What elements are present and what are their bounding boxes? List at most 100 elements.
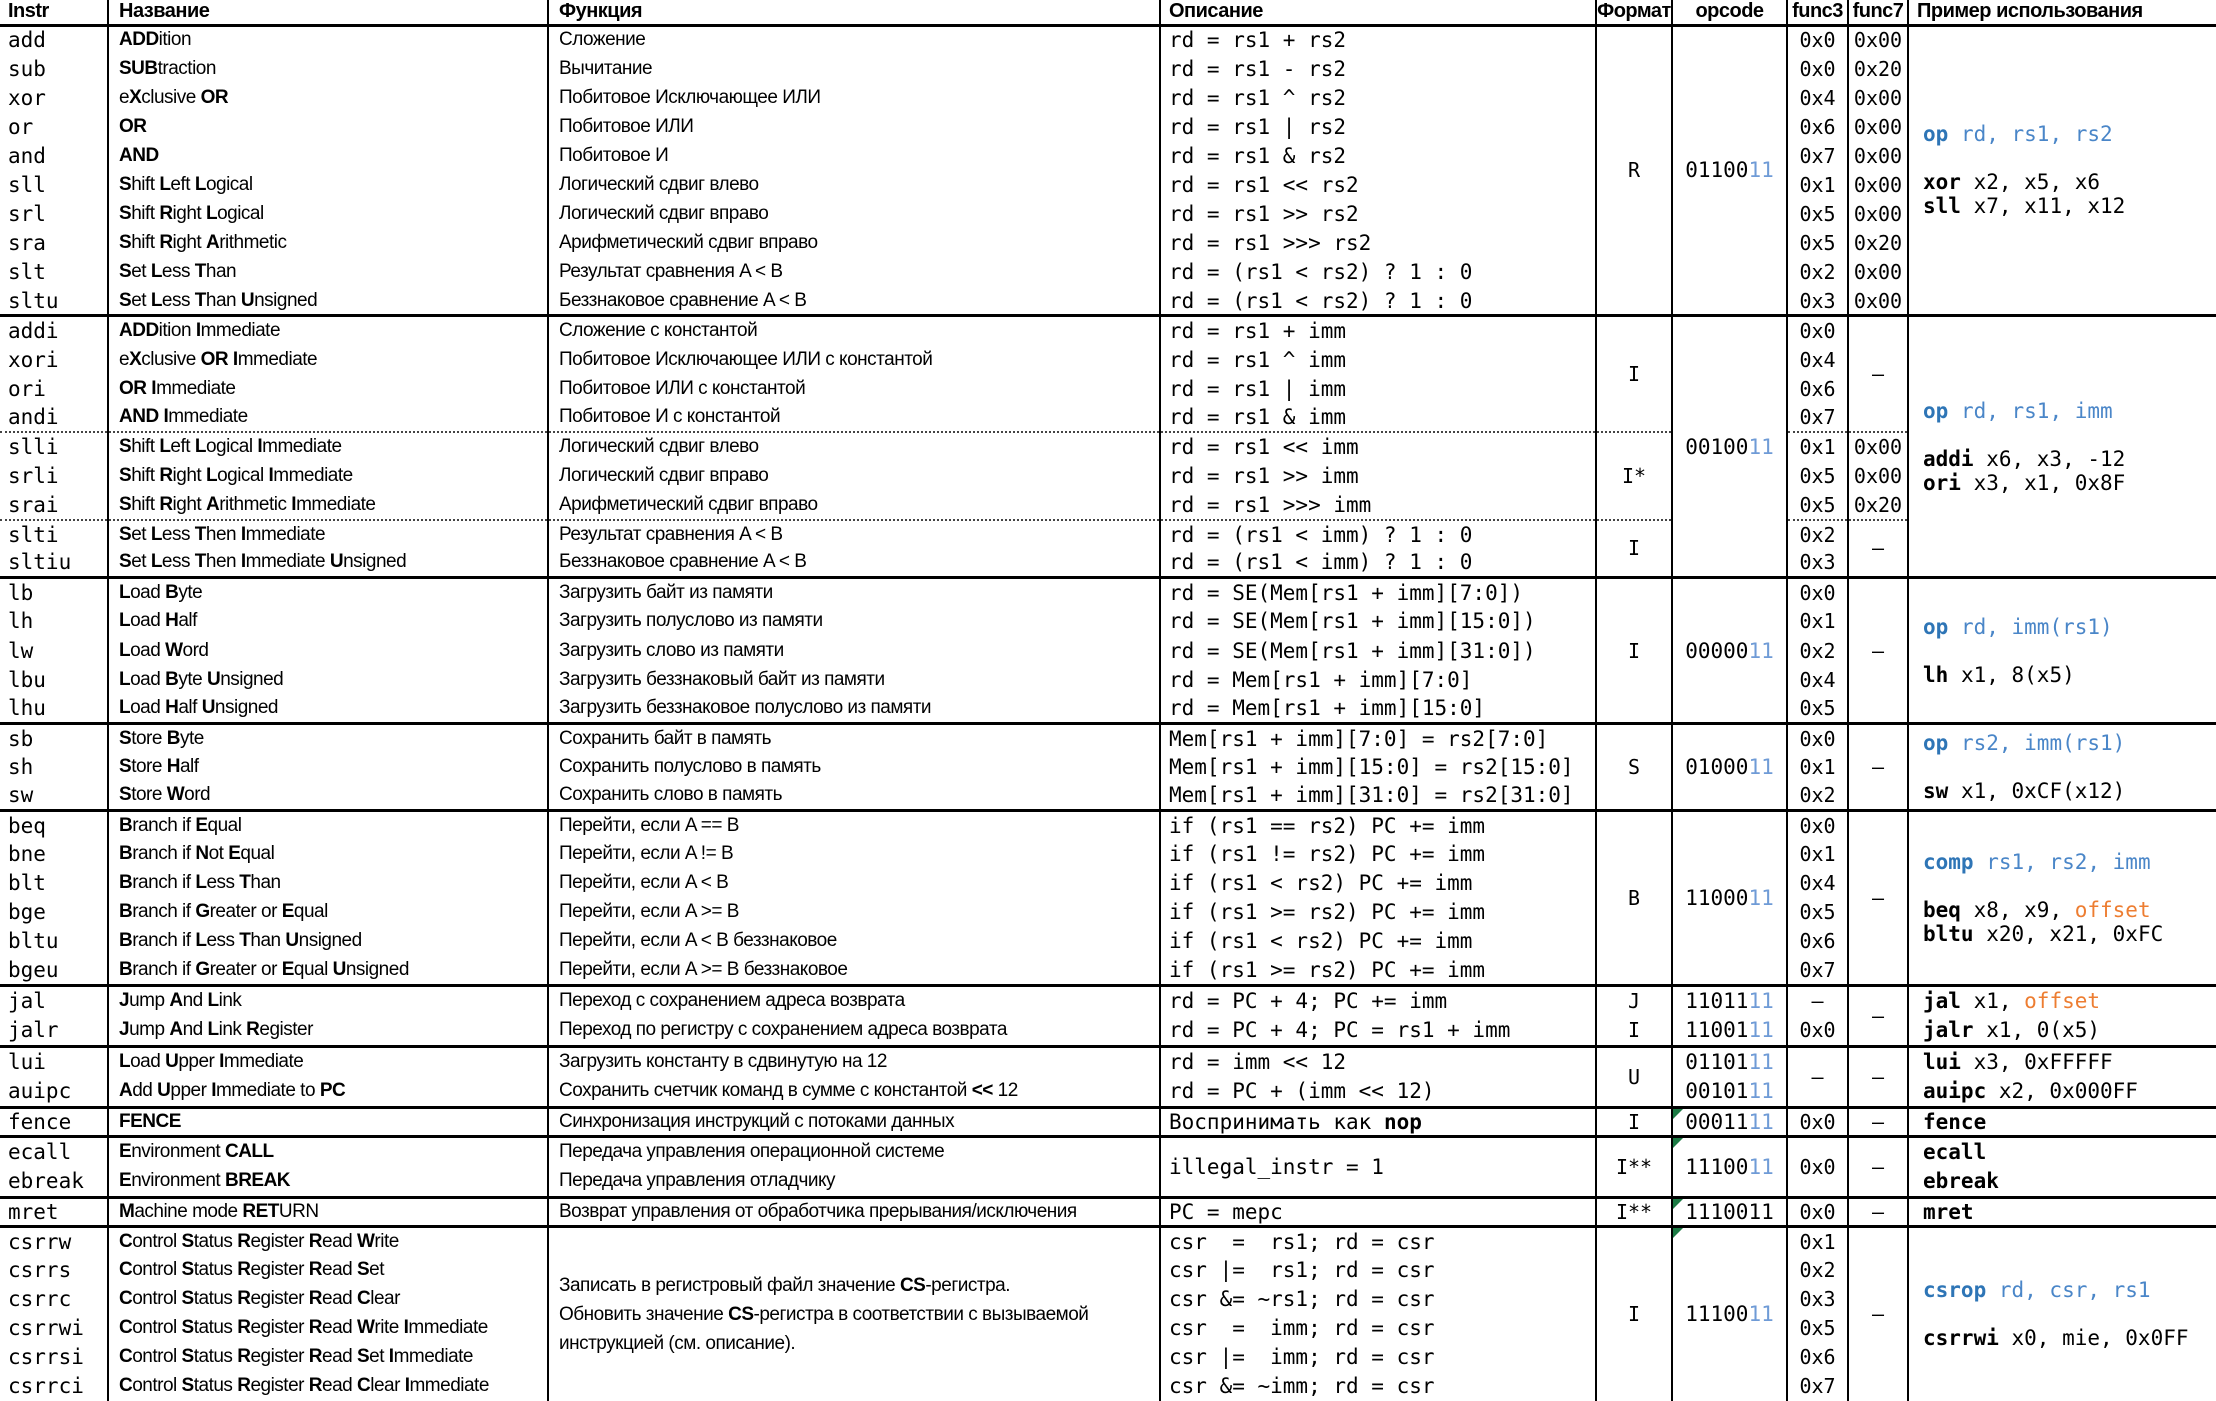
cell-opc: 0001111 — [1671, 1105, 1787, 1137]
cell-instr: lbu — [8, 667, 46, 692]
cell-name: ADDition Immediate — [107, 314, 548, 346]
cell-instr: andi — [8, 405, 59, 430]
cell-func: Сложение — [547, 25, 1160, 55]
cell-name: Shift Right Logical — [107, 199, 548, 229]
col-header-desc: Описание — [1159, 0, 1596, 27]
cell-fmt: I* — [1595, 431, 1672, 520]
cell-desc: rd = rs1 + rs2 — [1159, 25, 1596, 55]
cell-f7: – — [1847, 518, 1908, 578]
cell-func: Арифметический сдвиг вправо — [547, 490, 1160, 520]
cell-note-flag-icon — [1674, 1139, 1683, 1148]
cell-opc: 0000011 — [1671, 576, 1787, 724]
table-row: csrrw Control Status Register Read Write З… — [0, 1224, 2216, 1401]
cell-instr: blt — [8, 871, 46, 896]
table-row: sltiu Set Less Then Immediate Unsigned Без… — [0, 548, 2216, 578]
cell-f3: 0x3 — [1786, 548, 1848, 578]
cell-f7: – — [1847, 314, 1908, 433]
table-row: sub SUBtraction Вычитание rd = rs1 - rs2 0x0… — [0, 54, 2216, 84]
cell-func: Возврат управления от обработчика прерыв… — [547, 1195, 1160, 1227]
cell-fmt: B — [1595, 809, 1672, 986]
cell-f3: 0x5 — [1786, 897, 1848, 927]
cell-ex: jal x1, offset jalr x1, 0(x5) — [1907, 983, 2216, 1047]
cell-f7: – — [1847, 1224, 1908, 1401]
cell-func: Вычитание — [547, 54, 1160, 84]
cell-f3: 0x0 — [1786, 54, 1848, 84]
cell-instr: bltu — [8, 929, 59, 954]
cell-func: Синхронизация инструкций с потоками данн… — [547, 1105, 1160, 1137]
cell-f3: 0x5 — [1786, 461, 1848, 491]
table-row: sw Store Word Сохранить слово в память Mem[… — [0, 781, 2216, 811]
cell-desc: rd = SE(Mem[rs1 + imm][7:0]) — [1159, 576, 1596, 607]
table-row: sra Shift Right Arithmetic Арифметический … — [0, 228, 2216, 258]
table-row: sltu Set Less Than Unsigned Беззнаковое ср… — [0, 286, 2216, 316]
cell-desc: rd = SE(Mem[rs1 + imm][31:0]) — [1159, 635, 1596, 666]
cell-instr: csrrs — [8, 1257, 72, 1282]
table-row: slli Shift Left Logical Immediate Логическ… — [0, 431, 2216, 520]
cell-f7: 0x00 — [1847, 199, 1908, 229]
cell-ex: op rd, rs1, rs2 xor x2, x5, x6 sll x7, x1… — [1907, 25, 2216, 316]
cell-func: Арифметический сдвиг вправо — [547, 228, 1160, 258]
cell-opc: 1100111 — [1671, 1015, 1787, 1047]
table-row: bgeu Branch if Greater or Equal Unsigned П… — [0, 956, 2216, 986]
cell-desc: csr &= ~rs1; rd = csr — [1159, 1284, 1596, 1314]
cell-name: Store Byte — [107, 721, 548, 753]
cell-func: Переход по регистру с сохранением адреса… — [547, 1015, 1160, 1047]
table-row: ecall Environment CALL Передача управления… — [0, 1134, 2216, 1198]
table-row: srl Shift Right Logical Логический сдвиг в… — [0, 199, 2216, 229]
cell-name: Branch if Greater or Equal — [107, 897, 548, 927]
cell-f3: 0x5 — [1786, 199, 1848, 229]
cell-name: Control Status Register Read Clear Immed… — [107, 1371, 548, 1401]
table-row: csrrs Control Status Register Read Set csr… — [0, 1255, 2216, 1285]
cell-f3: 0x2 — [1786, 781, 1848, 811]
cell-opc: 0110011 — [1671, 25, 1787, 316]
table-row: sb Store Byte Сохранить байт в память Mem[r… — [0, 721, 2216, 811]
cell-name: eXclusive OR Immediate — [107, 345, 548, 375]
cell-instr: ebreak — [8, 1169, 84, 1194]
cell-name: Load Byte — [107, 576, 548, 607]
cell-ex: lui x3, 0xFFFFF auipc x2, 0x000FF — [1907, 1044, 2216, 1108]
table-row: bltu Branch if Less Than Unsigned Перейти,… — [0, 926, 2216, 956]
cell-name: Load Half Unsigned — [107, 694, 548, 724]
cell-instr: lui — [0, 1044, 108, 1077]
cell-func: Переход с сохранением адреса возврата — [547, 983, 1160, 1016]
cell-name: Control Status Register Read Write Immed… — [107, 1313, 548, 1343]
cell-instr: and — [8, 143, 46, 168]
cell-name: Set Less Than — [107, 257, 548, 287]
col-header-func3: func3 — [1786, 0, 1848, 27]
cell-f3: 0x4 — [1786, 665, 1848, 695]
table-row: ori OR Immediate Побитовое ИЛИ с константо… — [0, 374, 2216, 404]
cell-func: Сохранить полуслово в память — [547, 752, 1160, 782]
cell-name: Shift Right Arithmetic — [107, 228, 548, 258]
table-row: csrrsi Control Status Register Read Set I… — [0, 1342, 2216, 1372]
cell-f7: – — [1847, 576, 1908, 724]
cell-func: Результат сравнения A < B — [547, 257, 1160, 287]
cell-name: Environment BREAK — [107, 1166, 548, 1198]
cell-desc: Mem[rs1 + imm][15:0] = rs2[15:0] — [1159, 752, 1596, 782]
cell-instr: or — [8, 114, 34, 139]
cell-ex: csrop rd, csr, rs1 csrrwi x0, mie, 0x0FF — [1907, 1224, 2216, 1401]
cell-desc: rd = (rs1 < imm) ? 1 : 0 — [1159, 518, 1596, 549]
cell-ex: fence — [1907, 1105, 2216, 1137]
cell-func: Передача управления операционной системе — [547, 1134, 1160, 1167]
cell-instr: add — [8, 28, 46, 53]
cell-fmt: R — [1595, 25, 1672, 316]
table-row: mret Machine mode RETURN Возврат управлени… — [0, 1195, 2216, 1227]
cell-f3: – — [1786, 983, 1848, 1016]
cell-desc: if (rs1 < rs2) PC += imm — [1159, 926, 1596, 956]
cell-name: OR — [107, 112, 548, 142]
cell-desc: rd = SE(Mem[rs1 + imm][15:0]) — [1159, 606, 1596, 636]
cell-note-flag-icon — [1674, 1229, 1683, 1238]
col-header-name: Название — [107, 0, 548, 27]
cell-desc: if (rs1 >= rs2) PC += imm — [1159, 956, 1596, 986]
cell-desc: rd = rs1 >>> imm — [1159, 490, 1596, 520]
cell-desc: rd = PC + 4; PC = rs1 + imm — [1159, 1015, 1596, 1047]
col-header-format: Формат — [1595, 0, 1672, 27]
cell-f3: 0x5 — [1786, 228, 1848, 258]
table-row: xori eXclusive OR Immediate Побитовое Искл… — [0, 345, 2216, 375]
cell-opc: 0010011 — [1671, 314, 1787, 578]
cell-name: OR Immediate — [107, 374, 548, 404]
cell-fmt: I — [1595, 1105, 1672, 1137]
